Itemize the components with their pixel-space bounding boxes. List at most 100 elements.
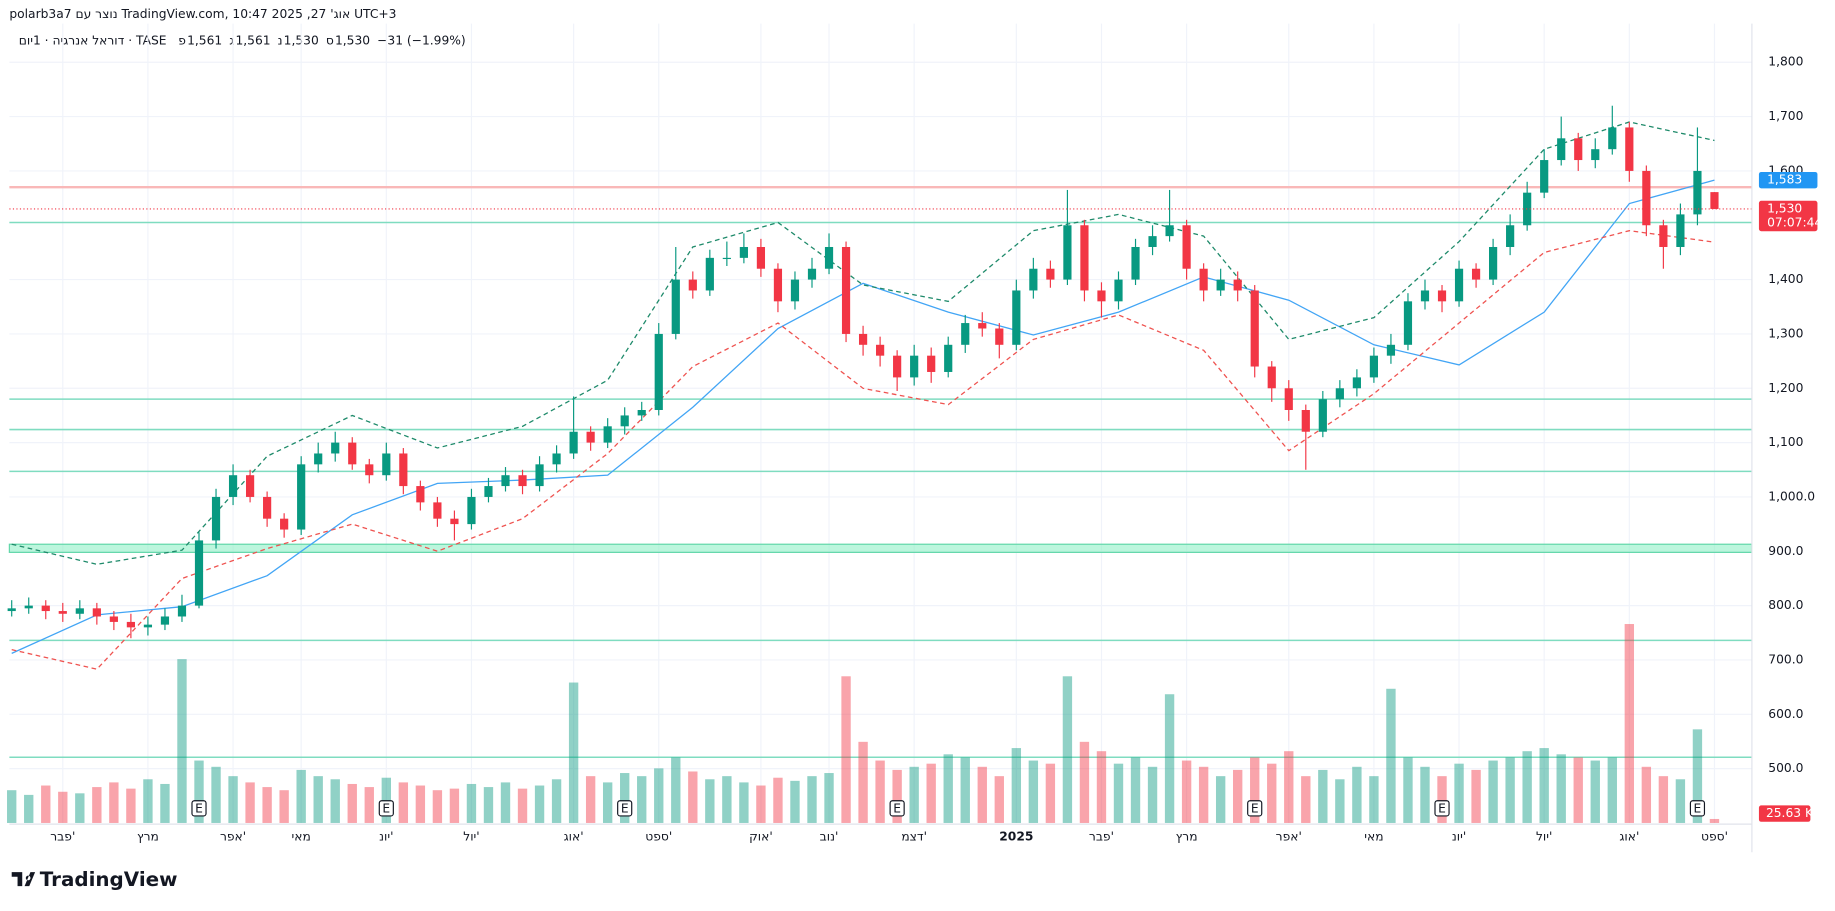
candle-body xyxy=(1676,214,1685,247)
volume-bar xyxy=(1352,766,1362,823)
volume-bar xyxy=(585,776,596,823)
volume-bar xyxy=(58,791,68,823)
candle-body xyxy=(1574,138,1583,161)
candle-body xyxy=(1199,268,1208,291)
x-tick-label: ספט' xyxy=(1701,830,1728,844)
price-tag-countdown: 07:07:44 xyxy=(1767,216,1822,230)
candle-body xyxy=(1591,149,1600,161)
volume-bar xyxy=(7,790,17,823)
candle-body xyxy=(1182,225,1191,269)
volume-bar xyxy=(551,779,562,823)
volume-bar xyxy=(330,779,340,823)
x-tick-label: דצמ' xyxy=(901,830,927,844)
candle-body xyxy=(1131,246,1140,280)
x-tick-label: מרץ xyxy=(137,830,159,844)
candle-body xyxy=(228,475,238,497)
volume-bar xyxy=(1045,763,1056,823)
volume-bar xyxy=(909,766,919,823)
candle-body xyxy=(944,344,953,372)
candle-body xyxy=(807,268,817,280)
x-tick-label: מאי xyxy=(1364,830,1383,844)
volume-bar xyxy=(722,776,732,823)
candle-body xyxy=(1080,225,1089,291)
earnings-label: E xyxy=(382,801,390,815)
candle-body xyxy=(1454,268,1464,302)
candle-body xyxy=(1471,268,1481,280)
y-tick-label: 1,300 xyxy=(1768,326,1803,340)
volume-bar xyxy=(1233,769,1243,823)
candle-body xyxy=(450,518,459,525)
legend-key: ס xyxy=(326,34,334,48)
x-tick-label: ספט' xyxy=(645,830,672,844)
candle-body xyxy=(245,475,255,497)
earnings-marker xyxy=(1689,800,1706,817)
volume-bar xyxy=(1556,754,1566,823)
x-tick-label: אפר' xyxy=(220,830,246,844)
candle-body xyxy=(654,333,663,411)
candle-body xyxy=(41,605,50,612)
x-tick-label: יול' xyxy=(1536,830,1552,844)
x-tick-label: מרץ xyxy=(1176,830,1198,844)
volume-bar xyxy=(1590,760,1600,823)
candle-body xyxy=(1063,225,1072,280)
volume-bar xyxy=(1113,763,1124,823)
volume-bar xyxy=(1386,688,1396,823)
candle-body xyxy=(1506,225,1515,247)
volume-bar xyxy=(1471,769,1481,823)
volume-bar xyxy=(1284,751,1294,823)
candle-body xyxy=(586,431,595,443)
y-tick-label: 1,400 xyxy=(1768,272,1803,286)
candle-body xyxy=(1369,355,1379,378)
volume-bar xyxy=(841,676,851,823)
candle-body xyxy=(705,257,714,291)
price-tag-label: 1,583 xyxy=(1767,173,1802,187)
volume-bar xyxy=(92,787,102,823)
volume-bar xyxy=(1130,757,1141,823)
volume-bar xyxy=(1403,757,1413,823)
earnings-marker xyxy=(378,800,394,817)
candle-body xyxy=(1642,170,1651,226)
candle-body xyxy=(603,426,612,443)
candle-body xyxy=(297,464,306,530)
overlay-line xyxy=(11,230,1715,670)
volume-bar xyxy=(24,794,34,823)
candle-body xyxy=(1489,246,1498,280)
volume-bar xyxy=(1420,766,1430,823)
volume-bar xyxy=(994,776,1004,823)
y-tick-label: 700.0 xyxy=(1768,652,1803,666)
price-tag-label: 1,530 xyxy=(1767,201,1802,215)
y-tick-label: 500.0 xyxy=(1768,761,1803,775)
candle-body xyxy=(1335,388,1344,400)
y-tick-label: 600.0 xyxy=(1768,707,1803,721)
legend-key: פ xyxy=(178,34,186,48)
volume-bar xyxy=(126,788,136,823)
candle-body xyxy=(484,486,493,497)
candle-body xyxy=(194,540,204,606)
volume-bar xyxy=(534,785,545,823)
candle-body xyxy=(1693,170,1702,215)
volume-bar xyxy=(296,769,306,823)
candle-body xyxy=(1046,268,1055,280)
candle-body xyxy=(1318,399,1327,432)
x-tick-label: מאי xyxy=(292,830,311,844)
candle-body xyxy=(910,355,919,378)
earnings-marker xyxy=(191,800,207,817)
candle-body xyxy=(1301,410,1310,432)
zone xyxy=(8,543,1753,553)
volume-bar xyxy=(620,773,630,823)
candle-body xyxy=(739,246,748,258)
y-tick-label: 800.0 xyxy=(1768,598,1803,612)
earnings-marker xyxy=(617,800,633,817)
candle-body xyxy=(841,246,851,334)
volume-bar xyxy=(773,777,783,823)
candle-body xyxy=(790,279,800,302)
volume-bar xyxy=(262,787,272,823)
x-tick-label: 2025 xyxy=(999,830,1033,844)
x-tick-label: יול' xyxy=(463,830,479,844)
volume-bar xyxy=(279,790,289,823)
candle-body xyxy=(280,518,289,530)
y-tick-label: 1,800 xyxy=(1768,55,1803,69)
candle-body xyxy=(893,355,902,378)
